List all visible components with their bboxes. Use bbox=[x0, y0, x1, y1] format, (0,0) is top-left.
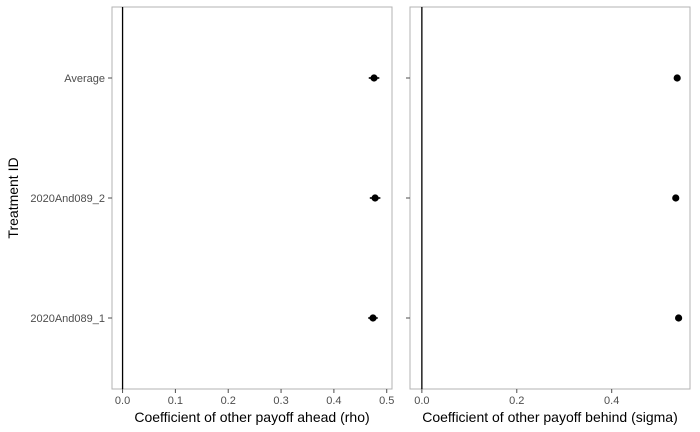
x-tick-label: 0.2 bbox=[221, 395, 236, 407]
x-tick-label: 0.0 bbox=[115, 395, 130, 407]
data-point bbox=[673, 74, 681, 82]
panel-border bbox=[409, 6, 691, 390]
x-axis-title: Coefficient of other payoff behind (sigm… bbox=[422, 409, 678, 425]
panel-sigma: 0.0 0.2 0.4 Coefficient of other payoff beh… bbox=[406, 6, 691, 425]
data-point bbox=[675, 314, 683, 322]
data-point bbox=[672, 194, 680, 202]
x-tick-label: 0.2 bbox=[509, 395, 524, 407]
data-point bbox=[370, 74, 378, 82]
panel-rho: 0.0 0.1 0.2 0.3 0.4 0.5 Coefficient of other p… bbox=[30, 6, 394, 425]
x-tick-label: 0.4 bbox=[326, 395, 341, 407]
y-tick-label: 2020And089_2 bbox=[30, 193, 105, 205]
x-axis-title: Coefficient of other payoff ahead (rho) bbox=[134, 409, 369, 425]
x-tick-label: 0.4 bbox=[604, 395, 619, 407]
y-axis-title: Treatment ID bbox=[5, 157, 21, 238]
x-tick-label: 0.0 bbox=[414, 395, 429, 407]
y-tick-label: Average bbox=[64, 73, 105, 85]
panel-border bbox=[111, 6, 393, 390]
y-tick-label: 2020And089_1 bbox=[30, 313, 105, 325]
x-tick-label: 0.3 bbox=[273, 395, 288, 407]
data-point bbox=[371, 194, 379, 202]
x-tick-label: 0.1 bbox=[168, 395, 183, 407]
data-point bbox=[369, 314, 377, 322]
x-tick-label: 0.5 bbox=[379, 395, 394, 407]
